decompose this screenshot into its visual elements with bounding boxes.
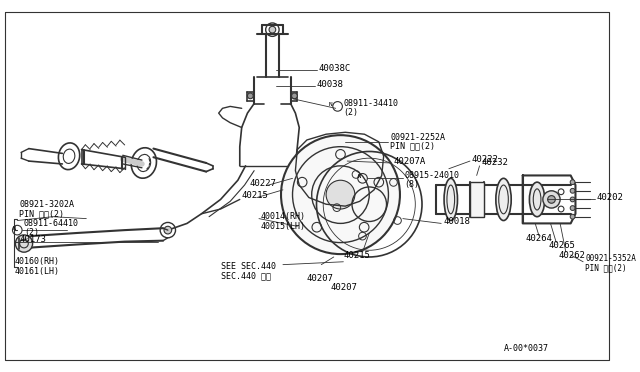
Text: N: N	[13, 226, 16, 231]
Text: 40215: 40215	[242, 191, 269, 200]
Circle shape	[292, 93, 298, 99]
Circle shape	[543, 191, 560, 208]
Text: 08915-24010: 08915-24010	[404, 171, 460, 180]
Text: N: N	[329, 102, 333, 107]
Circle shape	[570, 188, 575, 193]
Text: 40207: 40207	[331, 283, 358, 292]
Text: 40262: 40262	[558, 251, 585, 260]
Text: (8): (8)	[404, 180, 420, 189]
Text: 40222: 40222	[472, 155, 499, 164]
Circle shape	[281, 135, 400, 254]
Text: 40161(LH): 40161(LH)	[14, 267, 60, 276]
Text: 08911-34410: 08911-34410	[343, 99, 398, 108]
Text: 08911-64410: 08911-64410	[24, 219, 79, 228]
Circle shape	[326, 180, 355, 209]
Circle shape	[570, 197, 575, 202]
Circle shape	[164, 226, 172, 234]
Circle shape	[15, 235, 33, 252]
Circle shape	[269, 26, 276, 33]
Text: 40160(RH): 40160(RH)	[14, 257, 60, 266]
Text: PIN ピン(2): PIN ピン(2)	[390, 141, 435, 150]
Text: 40264: 40264	[525, 234, 552, 243]
Text: SEE SEC.440: SEE SEC.440	[221, 262, 276, 271]
Text: N: N	[358, 174, 362, 179]
Text: 40265: 40265	[548, 241, 575, 250]
Circle shape	[548, 196, 556, 203]
Text: 40215: 40215	[343, 251, 370, 260]
Text: 00921-2252A: 00921-2252A	[390, 132, 445, 142]
Text: 08921-3202A: 08921-3202A	[19, 200, 74, 209]
Text: A-00*0037: A-00*0037	[504, 344, 548, 353]
Ellipse shape	[529, 182, 545, 217]
Text: SEC.440 参照: SEC.440 参照	[221, 272, 271, 280]
Text: PIN ピン(2): PIN ピン(2)	[19, 209, 64, 218]
Circle shape	[570, 214, 575, 219]
Text: 40038C: 40038C	[319, 64, 351, 73]
Text: 40038: 40038	[317, 80, 344, 89]
Bar	[470, 182, 484, 217]
Text: 40227: 40227	[250, 179, 276, 187]
Text: 40018: 40018	[443, 217, 470, 226]
Text: 40015(LH): 40015(LH)	[261, 222, 306, 231]
Circle shape	[248, 93, 253, 99]
Text: (2): (2)	[24, 228, 39, 237]
Text: 40202: 40202	[596, 193, 623, 202]
Ellipse shape	[496, 178, 511, 221]
Text: 40232: 40232	[481, 158, 508, 167]
Text: 40207A: 40207A	[393, 157, 426, 166]
Ellipse shape	[444, 178, 458, 221]
Text: 40207: 40207	[307, 273, 334, 283]
Circle shape	[570, 206, 575, 211]
Text: 40173: 40173	[19, 235, 46, 244]
Text: 00921-5352A: 00921-5352A	[585, 254, 636, 263]
Text: PIN ピン(2): PIN ピン(2)	[585, 263, 627, 272]
Circle shape	[570, 180, 575, 185]
Text: 40014(RH): 40014(RH)	[261, 212, 306, 221]
Text: (2): (2)	[343, 108, 358, 117]
